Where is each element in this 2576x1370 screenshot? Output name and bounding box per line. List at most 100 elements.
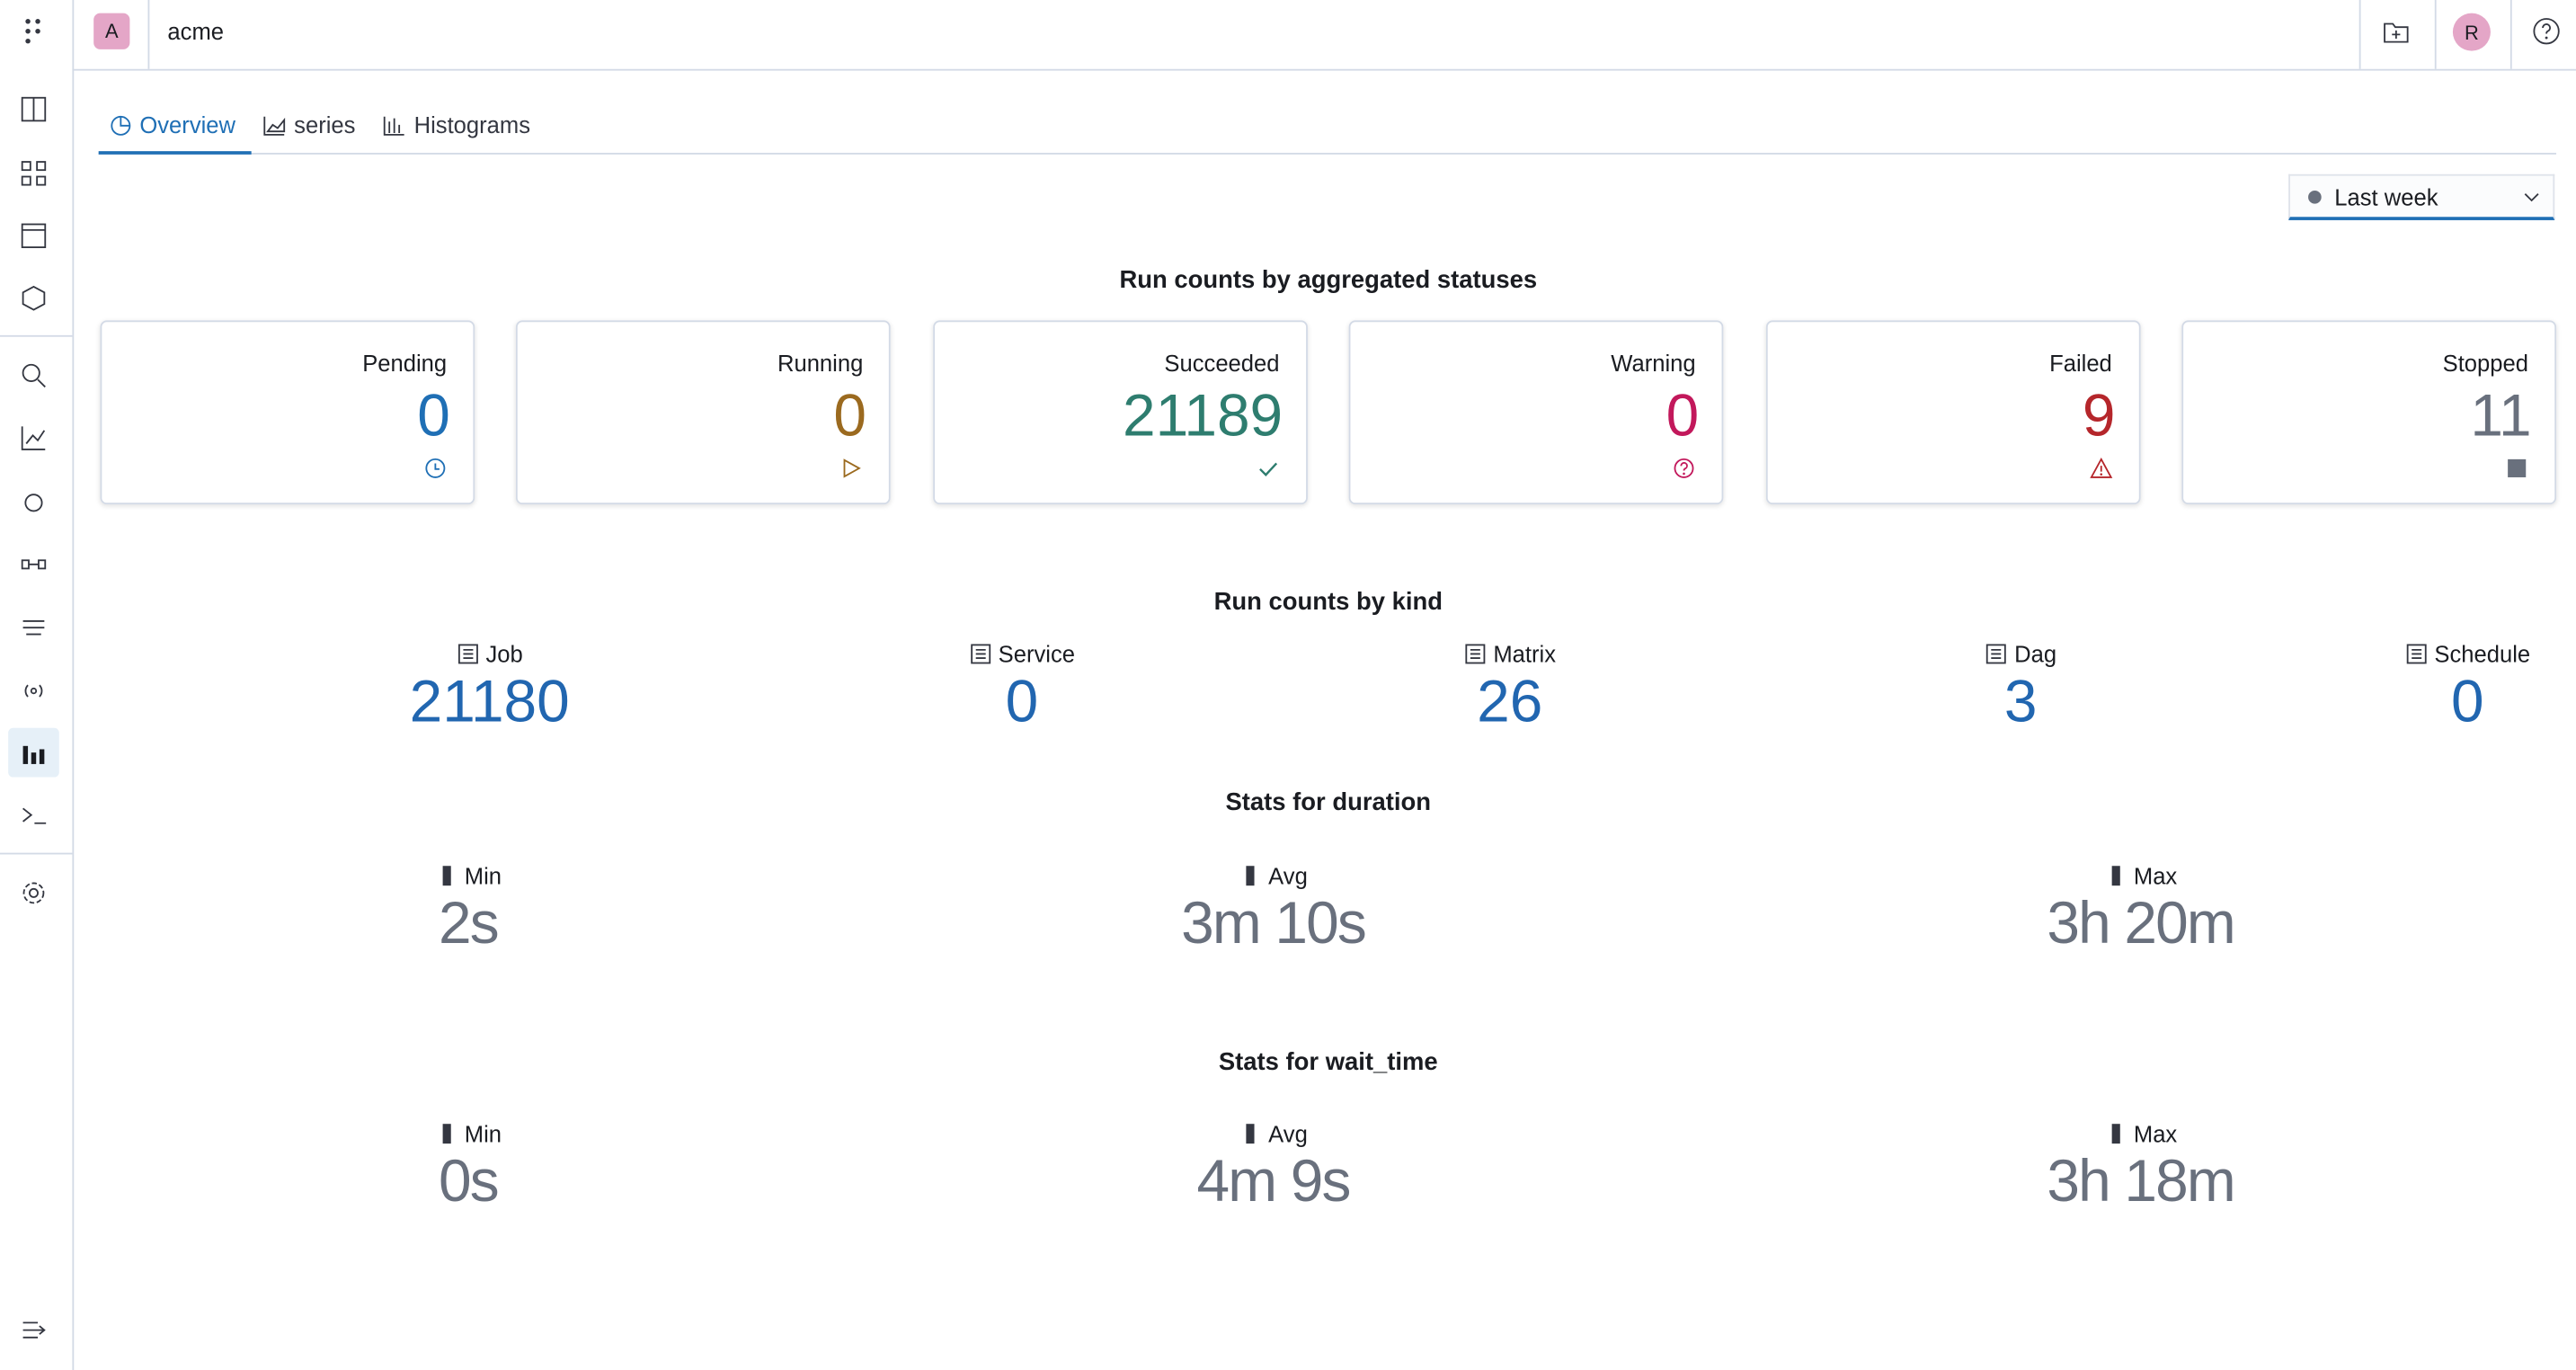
stat-value: 3h 18m bbox=[2047, 1146, 2235, 1214]
card-value: 0 bbox=[417, 381, 450, 449]
stat-label-row: Min bbox=[271, 863, 666, 889]
card-value: 9 bbox=[2082, 381, 2116, 449]
nav-icon[interactable] bbox=[20, 488, 48, 516]
status-icon bbox=[1258, 462, 1277, 476]
kind-icon bbox=[2406, 644, 2427, 664]
stat-label: Min bbox=[464, 862, 502, 889]
divider bbox=[2358, 0, 2361, 69]
sidebar bbox=[0, 0, 75, 1370]
nav-icon[interactable] bbox=[20, 222, 48, 250]
tab-rule bbox=[98, 152, 2557, 155]
card-label: Pending bbox=[362, 350, 448, 377]
stat-icon bbox=[2111, 1124, 2120, 1144]
nav-icon[interactable] bbox=[20, 284, 48, 312]
new-icon[interactable] bbox=[2382, 18, 2410, 46]
card-value: 0 bbox=[833, 381, 866, 449]
status-icon bbox=[1674, 458, 1694, 478]
stat-value: 3m 10s bbox=[1181, 888, 1367, 956]
stat-label: Avg bbox=[1268, 1120, 1308, 1147]
section-title: Stats for duration bbox=[1225, 788, 1432, 817]
kind-label: Schedule bbox=[2434, 640, 2531, 668]
stat: Avg 4m 9s bbox=[1076, 1121, 1470, 1216]
kind-stat: Schedule 0 bbox=[2304, 641, 2576, 736]
status-card: Running 0 bbox=[516, 320, 892, 505]
top-bar: A acme R bbox=[72, 0, 2576, 71]
section-title: Run counts by aggregated statuses bbox=[1119, 266, 1538, 295]
tab[interactable]: Histograms bbox=[383, 111, 530, 138]
divider bbox=[2509, 0, 2512, 69]
collapse-icon[interactable] bbox=[20, 1316, 48, 1344]
tab-underline bbox=[98, 151, 252, 155]
kind-value: 21180 bbox=[409, 667, 570, 735]
user-avatar[interactable]: R bbox=[2452, 13, 2491, 51]
status-icon bbox=[844, 458, 862, 478]
stat-icon bbox=[1246, 866, 1255, 886]
kind-label-row: Service bbox=[857, 641, 1186, 667]
workspace-badge[interactable]: A bbox=[93, 13, 130, 49]
card-label: Failed bbox=[2049, 350, 2112, 377]
kind-label-row: Dag bbox=[1856, 641, 2185, 667]
kind-label-row: Matrix bbox=[1346, 641, 1674, 667]
stat-label-row: Avg bbox=[1076, 863, 1470, 889]
menu-icon[interactable] bbox=[20, 16, 48, 44]
kind-icon bbox=[1465, 644, 1486, 664]
tab[interactable]: series bbox=[262, 111, 355, 138]
tab-label: Overview bbox=[139, 111, 236, 138]
card-label: Stopped bbox=[2442, 350, 2528, 377]
tab-icon bbox=[263, 115, 286, 135]
status-icon bbox=[2089, 457, 2112, 478]
kind-value: 0 bbox=[2451, 667, 2484, 735]
section-title: Run counts by kind bbox=[1213, 588, 1443, 617]
tab-label: series bbox=[294, 111, 356, 138]
tab-icon bbox=[383, 115, 404, 135]
card-label: Succeeded bbox=[1164, 350, 1280, 377]
status-card: Failed 9 bbox=[1765, 320, 2140, 505]
nav-icon[interactable] bbox=[20, 802, 48, 830]
stat-value: 2s bbox=[438, 888, 500, 956]
stat-label-row: Avg bbox=[1076, 1121, 1470, 1147]
stat-value: 0s bbox=[438, 1146, 500, 1214]
nav-icon[interactable] bbox=[20, 550, 48, 578]
status-card: Warning 0 bbox=[1348, 320, 1724, 505]
kind-stat: Matrix 26 bbox=[1346, 641, 1674, 736]
stat-label: Max bbox=[2133, 1120, 2178, 1147]
chevron bbox=[2524, 193, 2539, 202]
org-name[interactable]: acme bbox=[167, 18, 225, 45]
help-icon[interactable] bbox=[2532, 16, 2562, 46]
settings-icon[interactable] bbox=[20, 879, 48, 907]
nav-icon[interactable] bbox=[20, 159, 48, 187]
nav-icon[interactable] bbox=[20, 424, 48, 452]
stat-label-row: Min bbox=[271, 1121, 666, 1147]
divider bbox=[0, 852, 73, 855]
time-filter[interactable]: Last week bbox=[2288, 173, 2555, 220]
stat-value: 4m 9s bbox=[1196, 1146, 1351, 1214]
tab-label: Histograms bbox=[413, 111, 531, 138]
status-card: Pending 0 bbox=[100, 320, 475, 505]
kind-label-row: Schedule bbox=[2304, 641, 2576, 667]
tab[interactable]: Overview bbox=[110, 111, 235, 138]
nav-icon[interactable] bbox=[20, 95, 48, 123]
stat-label: Max bbox=[2133, 862, 2178, 889]
kind-icon bbox=[1986, 644, 2007, 664]
card-label: Warning bbox=[1611, 350, 1696, 377]
divider bbox=[147, 0, 150, 69]
stat-label: Avg bbox=[1268, 862, 1308, 889]
kind-stat: Job 21180 bbox=[325, 641, 654, 736]
card-label: Running bbox=[777, 350, 864, 377]
status-icon bbox=[425, 458, 446, 478]
kind-icon bbox=[970, 644, 990, 664]
nav-icon[interactable] bbox=[20, 361, 48, 389]
stat-label-row: Max bbox=[1943, 863, 2338, 889]
card-value: 21189 bbox=[1123, 381, 1284, 449]
nav-icon[interactable] bbox=[20, 677, 48, 705]
divider bbox=[2434, 0, 2437, 69]
stat-icon bbox=[2111, 866, 2120, 886]
tab-icon bbox=[111, 114, 131, 135]
stat: Min 2s bbox=[271, 863, 666, 958]
nav-icon[interactable] bbox=[20, 613, 48, 641]
nav-icon[interactable] bbox=[20, 740, 48, 768]
stat-label-row: Max bbox=[1943, 1121, 2338, 1147]
stat-icon bbox=[1246, 1124, 1255, 1144]
